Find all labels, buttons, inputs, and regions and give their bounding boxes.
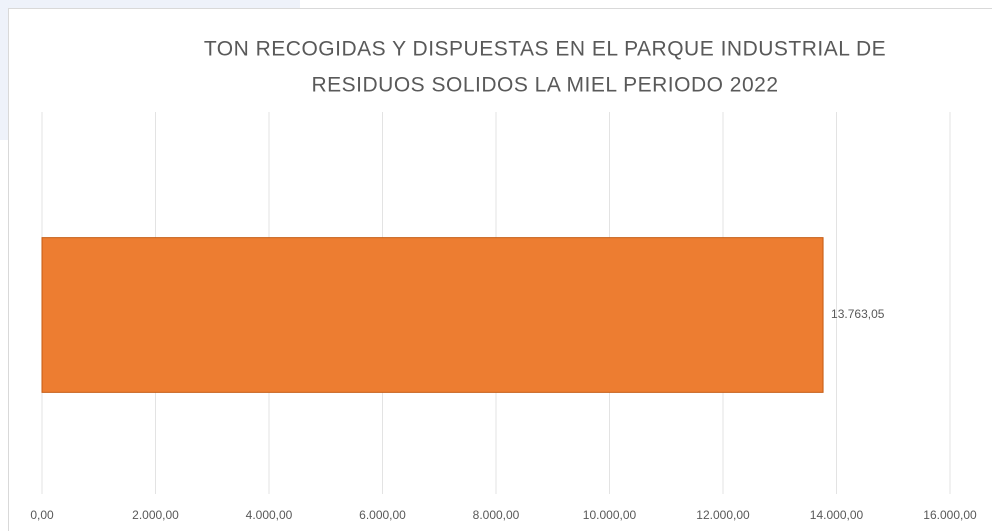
data-label: 13.763,05 — [831, 307, 885, 321]
chart-title: RESIDUOS SOLIDOS LA MIEL PERIODO 2022 — [311, 74, 778, 97]
background-strip — [0, 0, 8, 140]
background-strip — [0, 0, 300, 8]
x-tick-label: 2.000,00 — [132, 508, 179, 522]
x-tick-label: 14.000,00 — [810, 508, 864, 522]
bar — [41, 237, 824, 393]
x-tick-label: 8.000,00 — [473, 508, 520, 522]
chart-title: TON RECOGIDAS Y DISPUESTAS EN EL PARQUE … — [204, 38, 886, 61]
x-tick-label: 6.000,00 — [359, 508, 406, 522]
x-tick-label: 16.000,00 — [923, 508, 977, 522]
x-tick-label: 0,00 — [30, 508, 54, 522]
x-tick-label: 10.000,00 — [583, 508, 637, 522]
x-tick-label: 12.000,00 — [696, 508, 750, 522]
x-tick-label: 4.000,00 — [246, 508, 293, 522]
